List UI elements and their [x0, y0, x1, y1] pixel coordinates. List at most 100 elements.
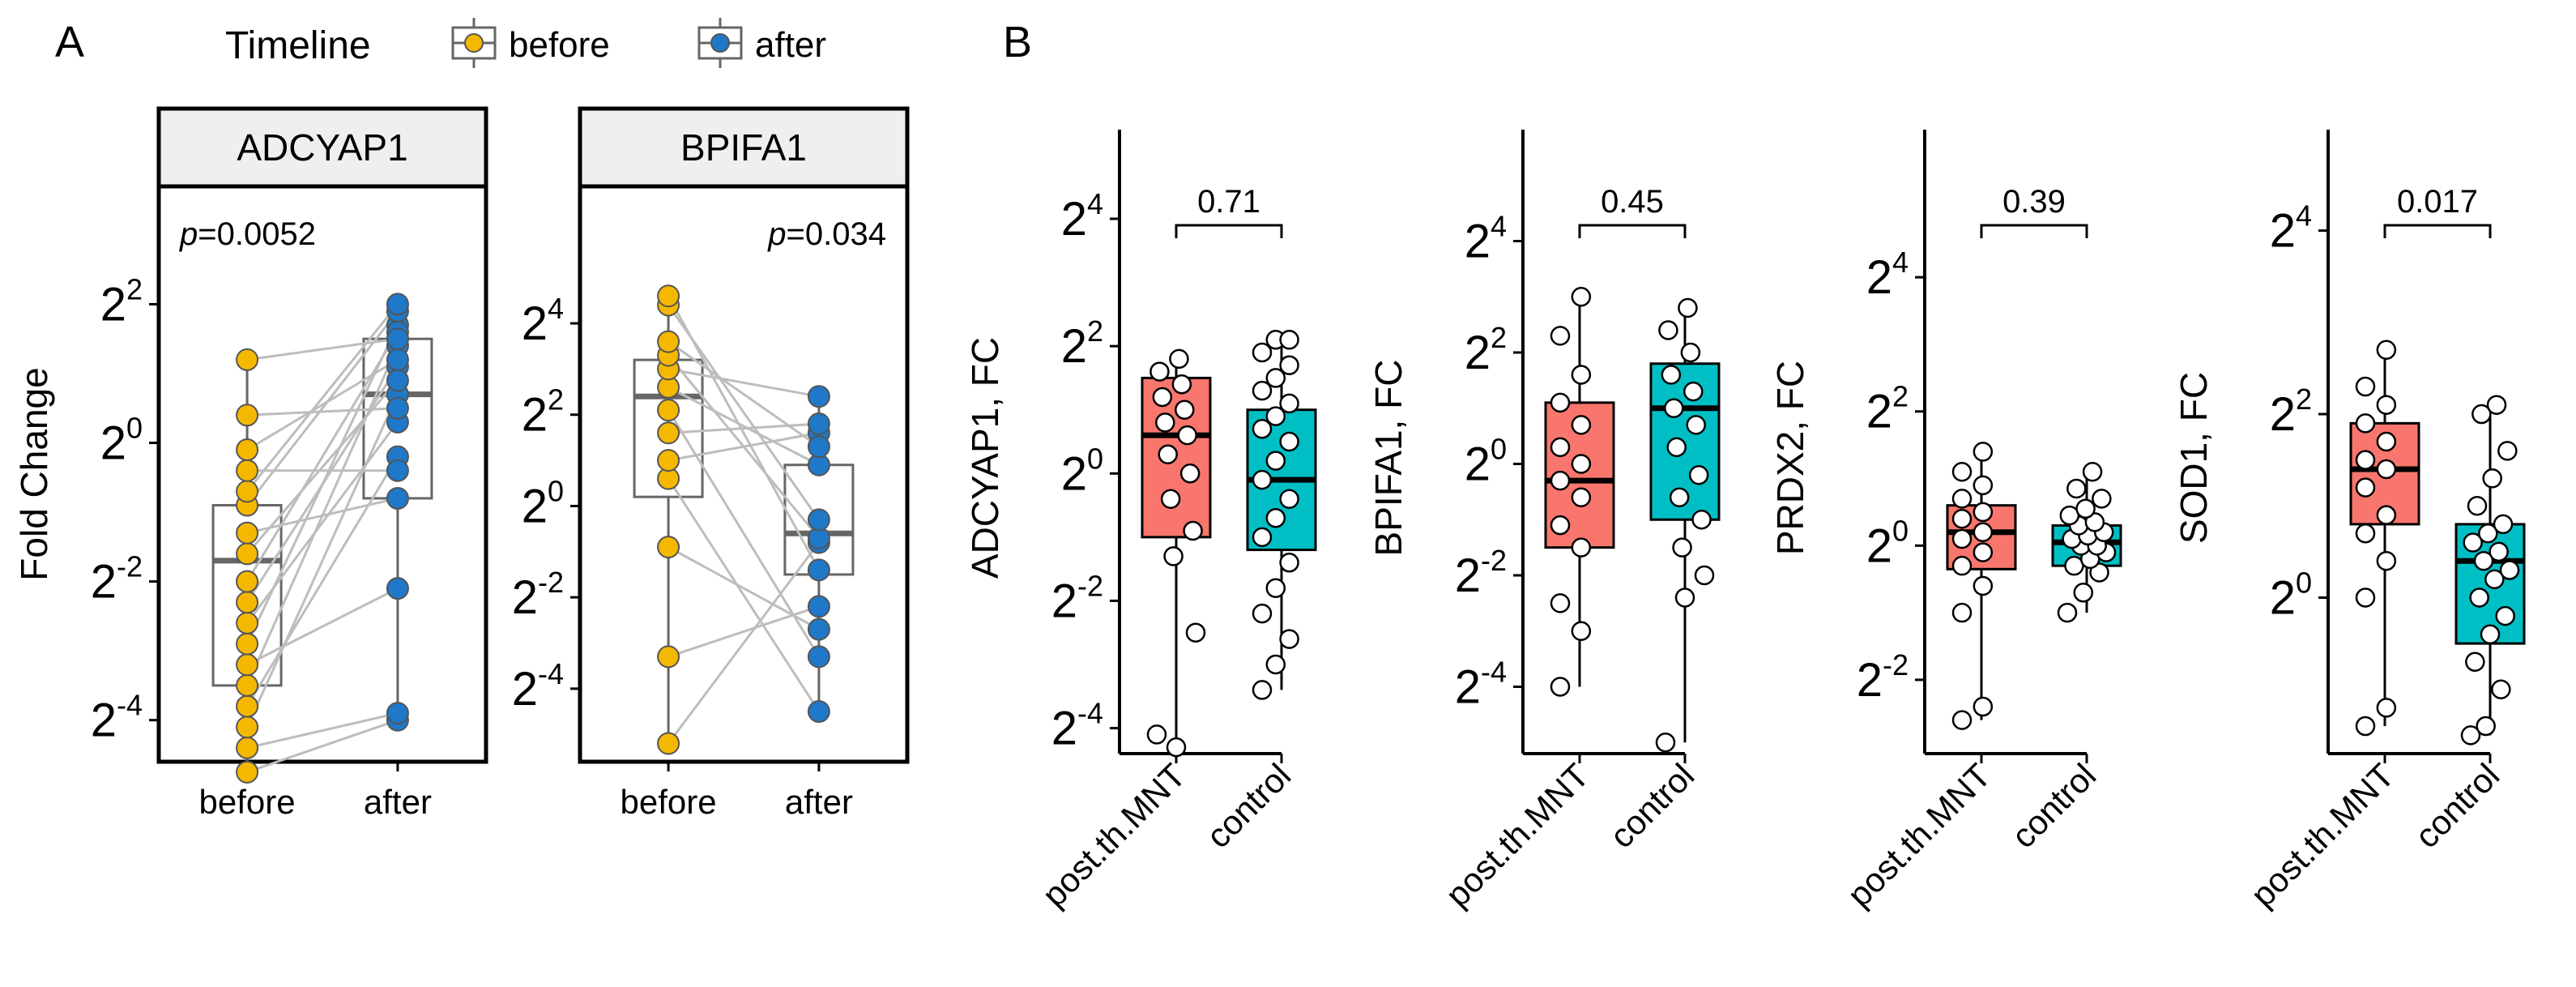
point-sod1-fc-post-th-mnt: [2376, 395, 2397, 415]
point-sod1-fc-control: [2495, 605, 2515, 626]
pair-line-bpifa1: [667, 409, 821, 658]
point-prdx2-fc-post-th-mnt: [1973, 522, 1994, 543]
point-adcyap1-fc-post-th-mnt: [1171, 374, 1192, 395]
pair-line-adcyap1: [246, 337, 399, 361]
y-tick-label-adcyap1-fc-0: 20: [1061, 442, 1103, 500]
point-bpifa1-fc-post-th-mnt: [1571, 287, 1592, 307]
panel-b-plot-sod1-fc: 20 22 24 SOD1, FC post.th.MNT control 0.017: [2173, 130, 2526, 914]
point-adcyap1-fc-post-th-mnt: [1179, 464, 1201, 484]
point-bpifa1-fc-control: [1658, 320, 1678, 340]
pair-line-bpifa1: [667, 477, 821, 712]
point-adcyap1-before: [236, 611, 259, 634]
point-adcyap1-after: [386, 459, 409, 482]
pair-line-adcyap1: [246, 497, 399, 535]
point-sod1-fc-post-th-mnt: [2376, 431, 2397, 452]
point-bpifa1-fc-control: [1661, 365, 1682, 385]
pair-line-bpifa1: [667, 386, 820, 467]
point-bpifa1-fc-post-th-mnt: [1550, 515, 1571, 536]
point-prdx2-fc-control: [2073, 583, 2094, 603]
point-prdx2-fc-control: [2092, 489, 2112, 509]
pair-line-adcyap1: [247, 407, 398, 417]
point-prdx2-fc-post-th-mnt: [1951, 489, 1973, 509]
point-sod1-fc-control: [2469, 588, 2489, 608]
point-bpifa1-fc-post-th-mnt: [1571, 365, 1592, 385]
point-bpifa1-fc-post-th-mnt: [1550, 677, 1571, 697]
point-sod1-fc-control: [2491, 679, 2511, 699]
legend: Timeline before after: [225, 18, 826, 68]
point-adcyap1-fc-control: [1252, 527, 1273, 548]
point-adcyap1-fc-control: [1252, 680, 1273, 700]
point-bpifa1-fc-control: [1666, 437, 1687, 458]
legend-swatch-after: [710, 33, 730, 53]
point-bpifa1-before: [657, 399, 680, 422]
point-adcyap1-before: [236, 480, 259, 503]
point-bpifa1-fc-control: [1680, 342, 1701, 363]
comparison-bracket-prdx2-fc: [1980, 224, 2088, 238]
point-adcyap1-after: [386, 396, 409, 420]
point-bpifa1-fc-control: [1683, 381, 1704, 402]
y-tick-label-adcyap1-fc--2: 2-2: [1051, 569, 1103, 627]
panel-b-plot-bpifa1-fc: 2-4 2-2 20 22 24 BPIFA1, FC post.th.MNT control…: [1367, 130, 1721, 914]
y-tick-label-adcyap1-fc--4: 2-4: [1051, 697, 1103, 755]
pair-line-bpifa1: [667, 295, 821, 571]
point-adcyap1-fc-control: [1252, 469, 1273, 490]
point-adcyap1-before: [236, 716, 259, 739]
x-tick-label-sod1-fc-control: control: [2408, 756, 2506, 855]
x-tick-label-prdx2-fc-post-th-mnt: post.th.MNT: [1840, 756, 1998, 914]
y-tick-label-bpifa1-0: 20: [522, 474, 564, 532]
point-sod1-fc-control: [2493, 514, 2514, 535]
point-adcyap1-fc-control: [1265, 654, 1286, 675]
point-adcyap1-fc-control: [1252, 603, 1273, 624]
point-bpifa1-fc-post-th-mnt: [1571, 537, 1592, 558]
point-adcyap1-before: [236, 591, 259, 614]
point-adcyap1-before: [236, 570, 259, 593]
plot-frame-adcyap1: [156, 106, 488, 764]
point-sod1-fc-post-th-mnt: [2376, 340, 2397, 361]
point-adcyap1-fc-post-th-mnt: [1160, 489, 1181, 509]
y-tick-label-bpifa1-fc-2: 22: [1465, 321, 1507, 379]
point-adcyap1-before: [236, 521, 259, 545]
point-prdx2-fc-control: [2075, 498, 2096, 519]
point-adcyap1-after: [386, 293, 409, 316]
comparison-label-sod1-fc: 0.017: [2397, 184, 2478, 220]
point-adcyap1-fc-post-th-mnt: [1155, 412, 1175, 433]
point-prdx2-fc-post-th-mnt: [1973, 475, 1994, 496]
point-adcyap1-before: [236, 673, 259, 697]
point-prdx2-fc-post-th-mnt: [1951, 602, 1973, 623]
point-bpifa1-fc-control: [1686, 415, 1706, 435]
point-bpifa1-before: [657, 732, 680, 755]
point-bpifa1-fc-control: [1674, 588, 1695, 608]
point-sod1-fc-control: [2482, 468, 2502, 489]
point-bpifa1-fc-post-th-mnt: [1550, 326, 1571, 346]
point-adcyap1-after: [386, 327, 409, 351]
point-bpifa1-after: [807, 645, 830, 669]
point-sod1-fc-control: [2478, 523, 2498, 544]
point-adcyap1-after: [386, 577, 409, 600]
point-prdx2-fc-post-th-mnt: [1973, 442, 1994, 462]
point-sod1-fc-control: [2467, 496, 2488, 516]
y-axis-title-bpifa1-fc: BPIFA1, FC: [1367, 360, 1410, 557]
point-bpifa1-after: [807, 700, 830, 724]
point-sod1-fc-control: [2499, 560, 2520, 580]
y-tick-label-bpifa1--2: 2-2: [512, 566, 564, 624]
point-adcyap1-fc-control: [1279, 393, 1299, 414]
point-bpifa1-fc-control: [1688, 465, 1709, 485]
point-adcyap1-fc-control: [1265, 508, 1286, 528]
point-bpifa1-fc-post-th-mnt: [1550, 470, 1571, 491]
y-tick-label-prdx2-fc--2: 2-2: [1857, 648, 1909, 707]
point-prdx2-fc-post-th-mnt: [1973, 502, 1994, 523]
point-adcyap1-fc-control: [1265, 451, 1286, 471]
y-tick-label-bpifa1-fc-0: 20: [1465, 433, 1507, 491]
pair-line-adcyap1: [246, 719, 399, 774]
legend-key-before: [451, 18, 497, 68]
point-adcyap1-after: [386, 702, 409, 725]
point-bpifa1-after: [807, 595, 830, 618]
point-adcyap1-fc-post-th-mnt: [1163, 546, 1184, 566]
point-bpifa1-fc-post-th-mnt: [1550, 437, 1571, 458]
comparison-bracket-adcyap1-fc: [1175, 224, 1283, 238]
y-axis-title-prdx2-fc: PRDX2, FC: [1769, 361, 1811, 555]
point-sod1-fc-post-th-mnt: [2376, 698, 2397, 718]
point-sod1-fc-control: [2489, 541, 2509, 562]
point-prdx2-fc-post-th-mnt: [1951, 710, 1973, 730]
pair-line-adcyap1: [245, 455, 399, 707]
